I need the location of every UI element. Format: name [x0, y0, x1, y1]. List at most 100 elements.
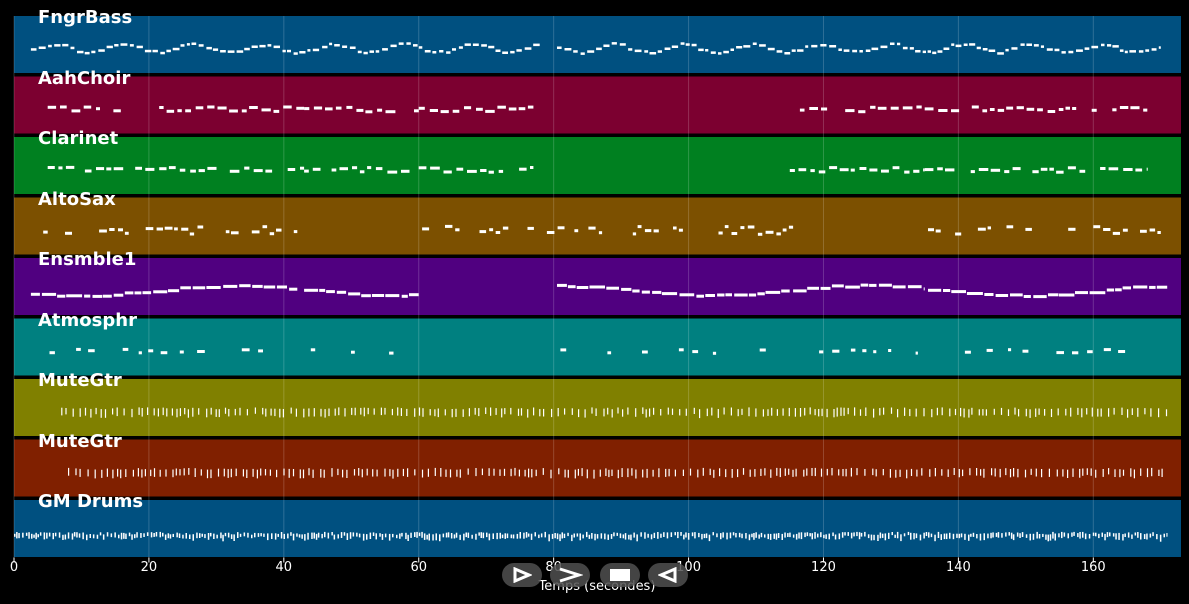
- note: [619, 533, 622, 539]
- note: [207, 166, 217, 170]
- note: [1021, 532, 1024, 537]
- note: [765, 290, 781, 294]
- note: [1040, 167, 1048, 171]
- note: [1010, 293, 1023, 297]
- note: [557, 408, 559, 417]
- note: [985, 409, 987, 416]
- note: [464, 106, 472, 110]
- note: [304, 107, 310, 111]
- note: [86, 534, 88, 541]
- note: [400, 408, 402, 416]
- note: [76, 347, 81, 351]
- note: [279, 408, 281, 418]
- note: [385, 110, 396, 114]
- note: [937, 531, 940, 538]
- note: [1109, 532, 1111, 537]
- note: [76, 532, 78, 538]
- rewind-button[interactable]: [648, 563, 688, 587]
- note: [104, 409, 107, 418]
- note: [1134, 532, 1137, 536]
- stop-icon: [610, 569, 630, 581]
- note: [699, 409, 701, 419]
- note: [401, 532, 403, 537]
- note: [1004, 170, 1010, 174]
- note: [1008, 348, 1012, 352]
- note: [120, 43, 128, 46]
- note: [67, 532, 70, 539]
- stop-button[interactable]: [600, 563, 640, 587]
- note: [767, 533, 769, 540]
- note: [719, 468, 721, 477]
- note: [504, 408, 506, 415]
- note: [239, 284, 251, 288]
- note: [359, 170, 365, 174]
- note: [485, 109, 495, 113]
- note: [1131, 534, 1133, 539]
- note: [1068, 50, 1074, 54]
- note: [166, 408, 168, 417]
- note: [646, 468, 648, 478]
- note: [168, 166, 176, 170]
- note: [1124, 50, 1128, 54]
- note: [95, 407, 97, 415]
- note: [1163, 533, 1165, 538]
- note: [698, 48, 704, 52]
- note: [976, 534, 978, 539]
- note: [131, 534, 133, 540]
- note: [798, 168, 807, 172]
- note: [62, 43, 69, 47]
- note: [962, 469, 964, 477]
- note: [999, 468, 1001, 478]
- note: [418, 532, 421, 537]
- note: [159, 469, 161, 477]
- note: [196, 532, 198, 539]
- note: [124, 231, 129, 235]
- note: [239, 533, 242, 537]
- note: [301, 534, 303, 539]
- note: [362, 533, 365, 541]
- note: [1166, 533, 1168, 537]
- note: [439, 50, 444, 53]
- tick-label-7: 140: [945, 560, 971, 575]
- fast-forward-button[interactable]: [550, 563, 590, 587]
- note: [82, 532, 84, 540]
- note: [1070, 407, 1072, 417]
- note: [401, 294, 408, 298]
- note: [379, 533, 381, 537]
- note: [134, 534, 136, 539]
- note: [329, 42, 333, 46]
- note: [434, 467, 436, 476]
- note: [872, 468, 874, 476]
- note: [1143, 534, 1146, 539]
- note: [696, 294, 704, 298]
- note: [215, 409, 217, 417]
- note: [369, 50, 374, 53]
- note: [94, 469, 96, 479]
- note: [611, 469, 613, 476]
- note: [984, 293, 994, 296]
- note: [828, 533, 830, 540]
- note: [1086, 408, 1088, 415]
- note: [206, 46, 212, 50]
- note: [376, 469, 378, 477]
- note: [897, 42, 901, 46]
- note: [213, 533, 215, 539]
- note: [1130, 468, 1132, 477]
- note: [784, 52, 791, 55]
- note: [123, 532, 125, 539]
- note: [447, 532, 450, 538]
- note: [1010, 532, 1013, 539]
- note: [476, 107, 483, 111]
- note: [358, 468, 360, 476]
- note: [867, 534, 870, 539]
- note: [657, 532, 659, 539]
- note: [1038, 408, 1040, 415]
- note: [342, 45, 348, 48]
- note: [542, 468, 544, 475]
- note: [1037, 108, 1043, 112]
- note: [628, 534, 630, 540]
- note: [1058, 533, 1060, 538]
- note: [385, 294, 400, 298]
- play-button[interactable]: [502, 563, 542, 587]
- note: [49, 351, 55, 355]
